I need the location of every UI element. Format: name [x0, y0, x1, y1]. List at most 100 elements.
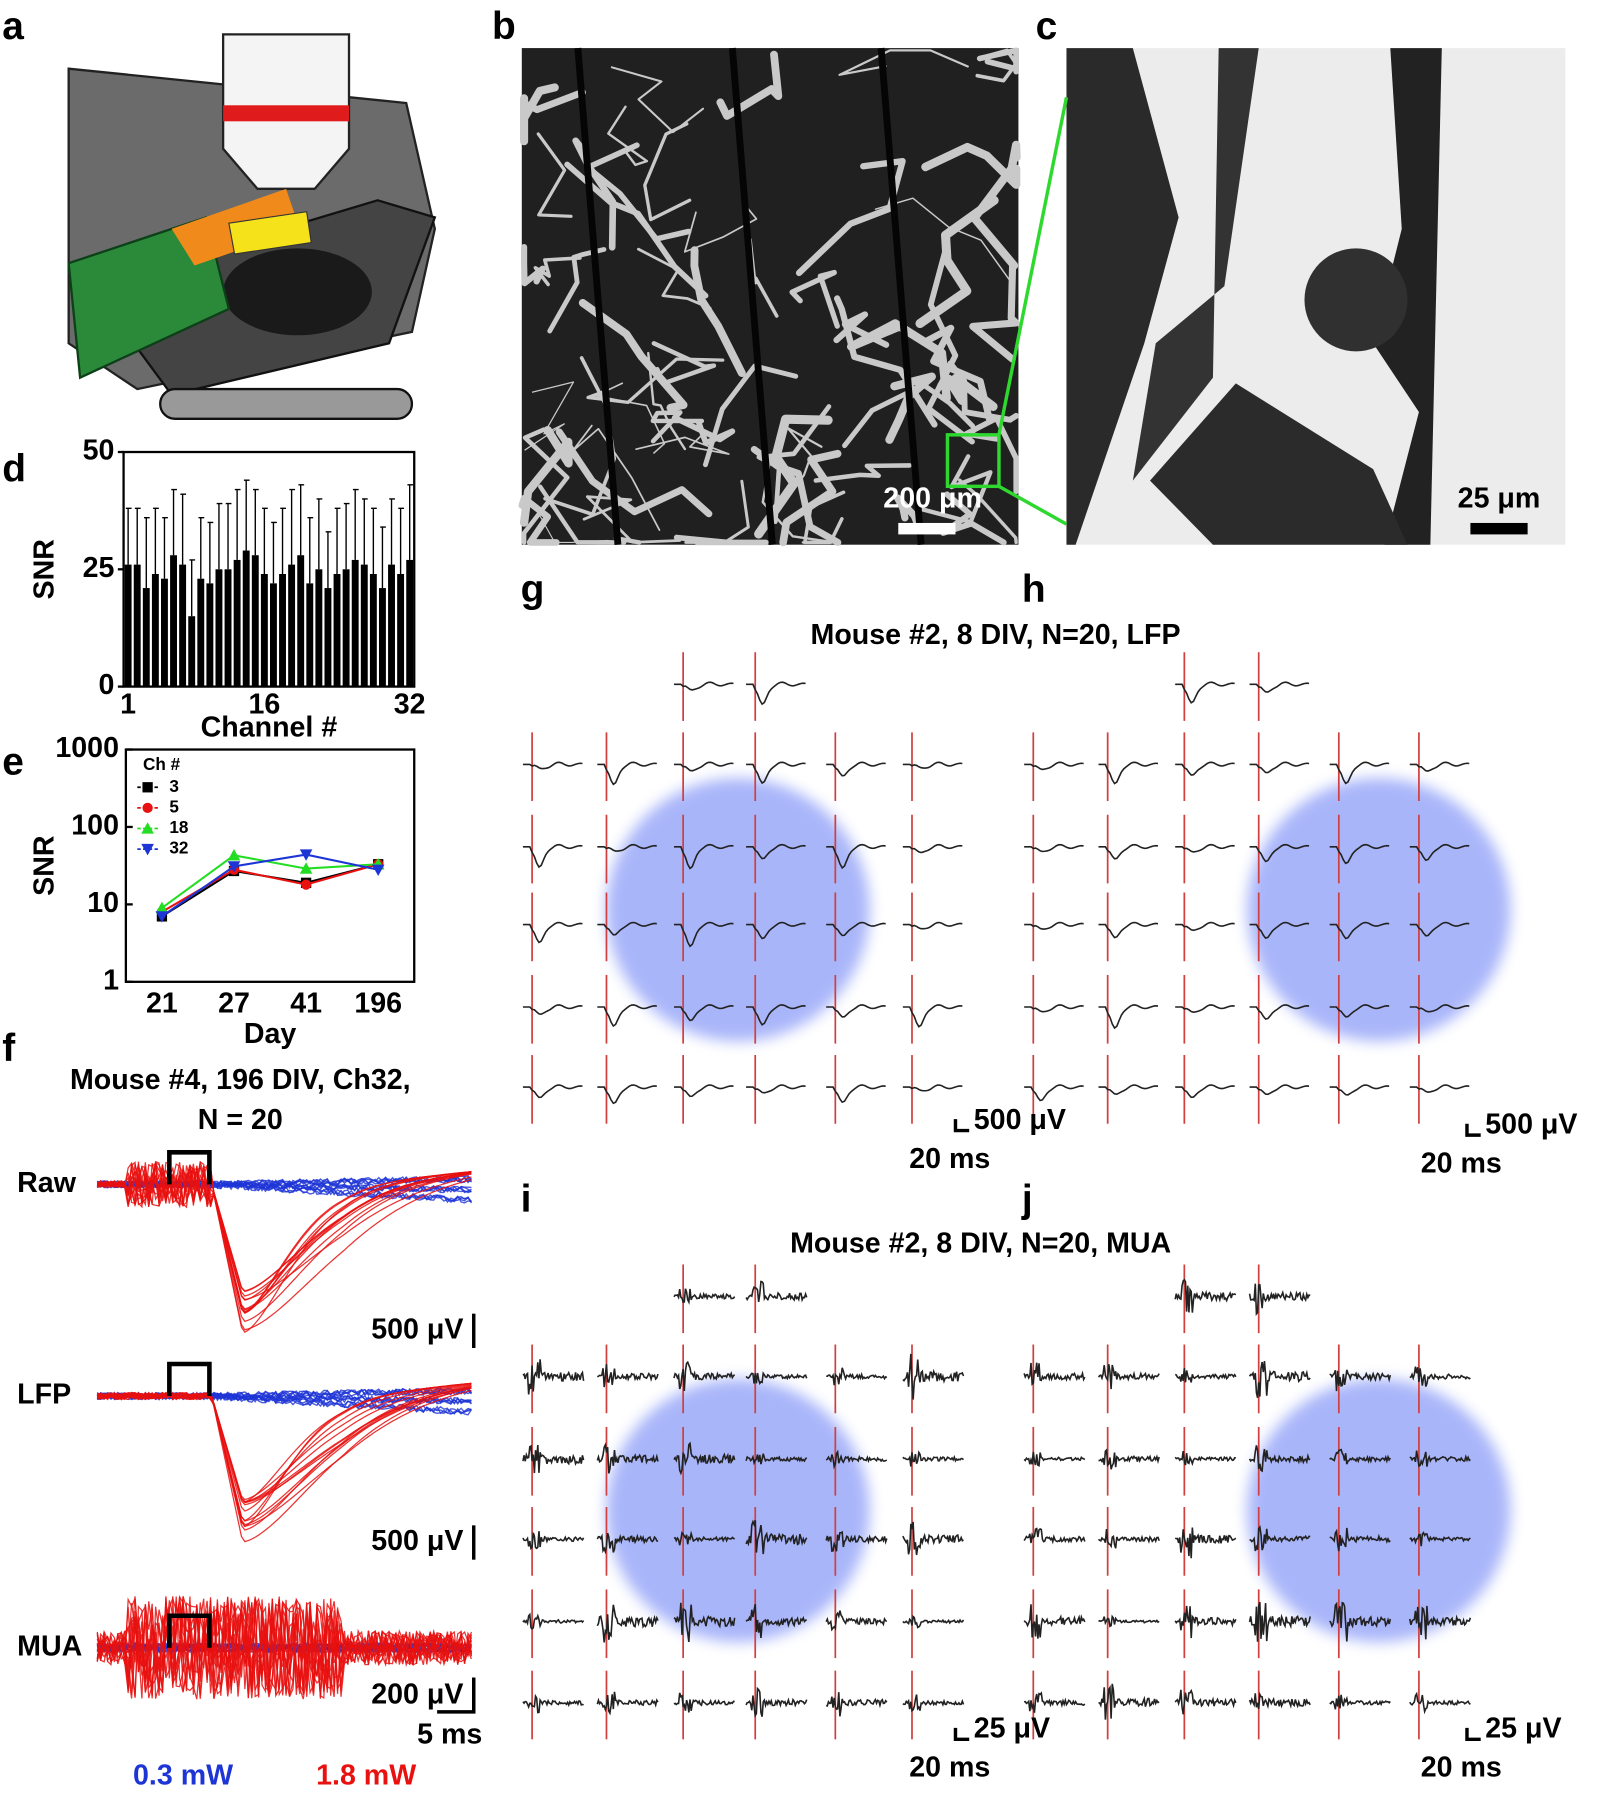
- error-bar: [243, 479, 250, 551]
- trace: [1329, 1369, 1392, 1392]
- trace: [745, 1519, 808, 1555]
- panel-label: h: [1022, 568, 1046, 611]
- label: Ch #: [143, 754, 181, 774]
- trace: [902, 1521, 964, 1556]
- trace: [1329, 1601, 1392, 1642]
- trace: [1249, 681, 1310, 693]
- trace: [1098, 1614, 1160, 1628]
- trace: [745, 1604, 807, 1639]
- bar: [269, 583, 277, 687]
- trace: [1023, 1691, 1086, 1713]
- vessel: [716, 50, 783, 120]
- trace: [673, 1360, 736, 1391]
- vessel: [578, 298, 688, 412]
- red-trace: [96, 1162, 472, 1323]
- mouse: [223, 248, 372, 336]
- trace: [1174, 1450, 1236, 1467]
- objective-band: [223, 105, 350, 122]
- bar: [378, 588, 386, 687]
- trace: [826, 921, 886, 937]
- point: [300, 879, 312, 890]
- trace: [1249, 1525, 1311, 1552]
- panel-label: d: [2, 448, 26, 491]
- bar: [124, 564, 132, 687]
- trace: [745, 1686, 808, 1719]
- panel-label: c: [1036, 5, 1058, 48]
- trace: [1248, 1691, 1311, 1710]
- trace: [673, 843, 734, 870]
- trace: [1409, 1691, 1471, 1715]
- trace: [902, 921, 963, 930]
- point: [155, 901, 169, 914]
- bar: [215, 569, 223, 687]
- trace: [902, 1084, 963, 1092]
- shank: [574, 47, 622, 545]
- trace: [522, 1004, 583, 1016]
- trace: [1249, 843, 1310, 863]
- label: N = 20: [198, 1104, 283, 1136]
- error-bar: [361, 498, 368, 565]
- error-bar: [153, 507, 159, 574]
- bar: [369, 573, 377, 687]
- trace: [673, 1288, 736, 1305]
- trace: [1175, 1084, 1235, 1099]
- trace: [826, 1004, 886, 1018]
- label: 500 μV: [1485, 1109, 1577, 1141]
- label: Mouse #2, 8 DIV, N=20, MUA: [790, 1228, 1171, 1260]
- label: 41: [290, 987, 322, 1019]
- trace: [1023, 1451, 1086, 1467]
- trace: [522, 921, 583, 944]
- vessel: [970, 140, 1021, 270]
- trace: [596, 1691, 659, 1716]
- vessel: [555, 428, 713, 518]
- trace: [1097, 1364, 1160, 1390]
- trace: [522, 843, 583, 869]
- electrode-site: [1304, 248, 1408, 352]
- label: 200 μm: [883, 483, 982, 515]
- label: 200 μV: [371, 1678, 463, 1710]
- trace: [1249, 1084, 1310, 1096]
- panel-label: g: [521, 568, 545, 611]
- error-bar: [289, 488, 296, 565]
- trace: [673, 761, 734, 772]
- error-bar: [189, 559, 196, 617]
- error-bar: [316, 498, 323, 570]
- scale-bar: [1465, 1727, 1481, 1742]
- point: [227, 849, 241, 861]
- trace: [826, 843, 886, 870]
- panel-label: a: [2, 5, 24, 48]
- trace: [1174, 1367, 1237, 1383]
- label: 50: [83, 435, 115, 467]
- trace: [597, 921, 657, 936]
- label: 1000: [55, 732, 119, 764]
- trace: [1024, 843, 1084, 853]
- trace: [1329, 761, 1390, 785]
- error-bar: [307, 517, 314, 584]
- vessel: [813, 463, 912, 483]
- label: 16: [248, 689, 280, 721]
- trace-group: [96, 1160, 473, 1334]
- point: [299, 849, 313, 861]
- error-bar: [198, 517, 205, 579]
- trace: [597, 1004, 657, 1028]
- bar: [170, 555, 177, 687]
- trace: [1409, 1450, 1471, 1468]
- red-trace: [97, 1596, 473, 1700]
- vessel: [690, 246, 746, 378]
- vessel: [847, 319, 951, 403]
- trace: [1329, 1084, 1390, 1096]
- vessel: [586, 357, 725, 405]
- red-trace: [96, 1162, 472, 1331]
- label: 500 μV: [371, 1313, 463, 1345]
- trace: [673, 921, 734, 948]
- bar: [151, 573, 159, 687]
- trace-group: [96, 1594, 473, 1700]
- bar: [197, 578, 205, 687]
- vessel: [803, 490, 846, 545]
- trace: [1329, 1527, 1391, 1552]
- dark-vessel: [1373, 48, 1442, 545]
- error-bar: [171, 488, 177, 556]
- trace: [596, 1442, 659, 1474]
- bar: [206, 583, 214, 687]
- vessel: [671, 414, 736, 446]
